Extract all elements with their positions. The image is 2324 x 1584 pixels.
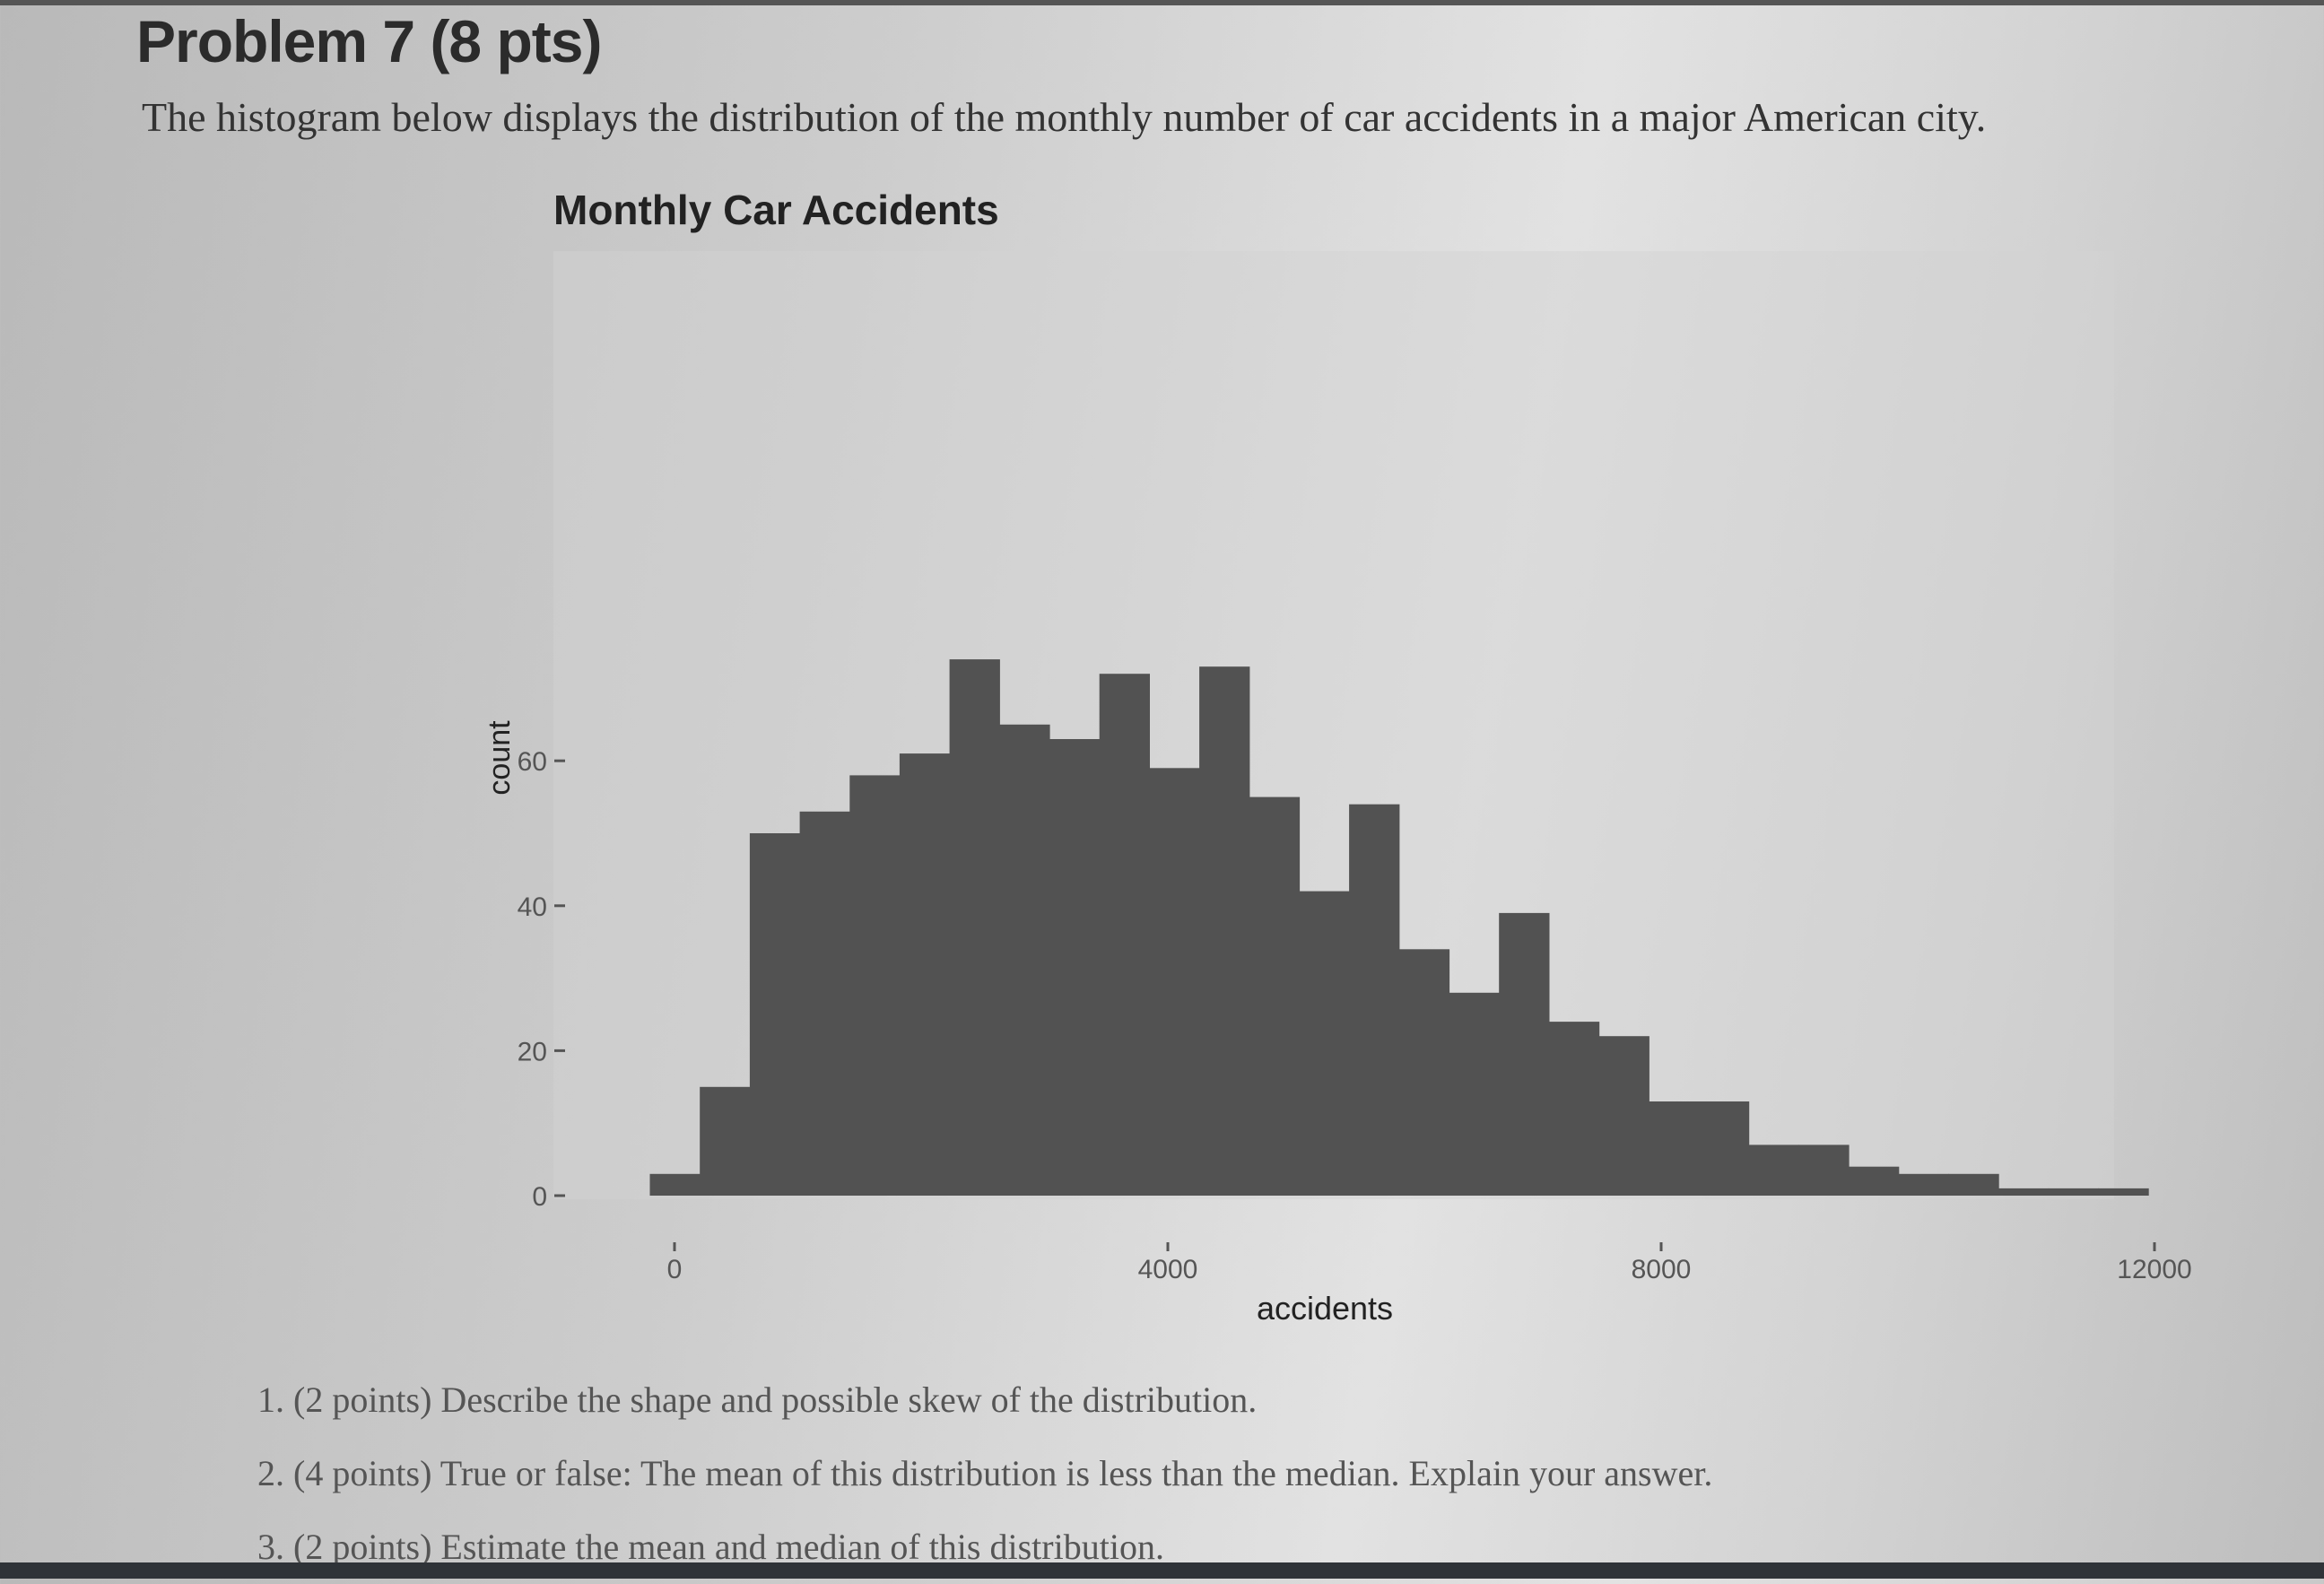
- histogram-bar: [1149, 768, 1200, 1196]
- histogram-bar: [649, 1173, 701, 1196]
- y-tick-label: 0: [532, 1182, 547, 1212]
- histogram-bar: [1099, 674, 1150, 1196]
- histogram-bar: [1049, 739, 1101, 1196]
- question-2: 2. (4 points) True or false: The mean of …: [257, 1437, 1712, 1510]
- histogram-bar: [2048, 1188, 2100, 1196]
- histogram-bar: [1499, 912, 1550, 1196]
- chart-title: Monthly Car Accidents: [553, 187, 999, 233]
- histogram-bar: [1299, 891, 1350, 1196]
- histogram-bar: [1249, 796, 1301, 1196]
- histogram-bar: [1849, 1166, 1900, 1196]
- x-axis-label: accidents: [1257, 1290, 1393, 1327]
- histogram-bar: [1649, 1101, 1700, 1196]
- histogram-bar: [1798, 1144, 1850, 1196]
- question-3: 3. (2 points) Estimate the mean and media…: [257, 1510, 1712, 1584]
- histogram-bar: [849, 775, 901, 1196]
- histogram-bar: [1449, 992, 1500, 1196]
- y-tick-label: 20: [518, 1037, 547, 1066]
- histogram-bar: [999, 724, 1050, 1196]
- histogram-bar: [1548, 1022, 1600, 1196]
- histogram-bar: [799, 811, 850, 1196]
- histogram-bar: [899, 753, 951, 1196]
- question-1: 1. (2 points) Describe the shape and poss…: [257, 1363, 1712, 1437]
- histogram-bar: [1598, 1036, 1649, 1196]
- histogram-bar: [1199, 666, 1250, 1196]
- y-axis-ticks: 0 20 40 60: [518, 747, 565, 1212]
- top-edge: [0, 0, 2324, 5]
- y-axis-label: count: [483, 720, 517, 796]
- question-number: 1.: [257, 1379, 284, 1420]
- histogram-bar: [1748, 1144, 1799, 1196]
- x-tick-label: 8000: [1632, 1255, 1692, 1284]
- question-text: (4 points) True or false: The mean of th…: [293, 1453, 1713, 1493]
- histogram-bar: [1998, 1188, 2050, 1196]
- histogram-bar: [1698, 1101, 1750, 1196]
- histogram-bars: [649, 659, 2149, 1196]
- histogram-bar: [1898, 1173, 1949, 1196]
- histogram-bar: [2098, 1188, 2149, 1196]
- problem-heading: Problem 7 (8 pts): [136, 8, 602, 74]
- histogram-bar: [949, 659, 1000, 1196]
- question-number: 2.: [257, 1453, 284, 1493]
- y-tick-label: 40: [518, 892, 547, 922]
- question-number: 3.: [257, 1527, 284, 1567]
- bottom-edge: [0, 1562, 2324, 1579]
- question-text: (2 points) Describe the shape and possib…: [293, 1379, 1258, 1420]
- histogram-chart: 0 4000 8000 12000 0 20 40 60 accidents count: [483, 251, 2192, 1327]
- histogram-bar: [700, 1086, 751, 1196]
- y-tick-label: 60: [518, 747, 547, 777]
- x-tick-label: 0: [667, 1255, 683, 1284]
- histogram-bar: [1349, 804, 1400, 1196]
- histogram-bar: [749, 833, 801, 1196]
- problem-intro: The histogram below displays the distrib…: [142, 94, 1987, 140]
- question-text: (2 points) Estimate the mean and median …: [293, 1527, 1164, 1567]
- x-axis-ticks: 0 4000 8000 12000: [667, 1242, 2192, 1284]
- histogram-bar: [1948, 1173, 1999, 1196]
- histogram-bar: [1398, 949, 1450, 1196]
- question-list: 1. (2 points) Describe the shape and poss…: [257, 1363, 1712, 1584]
- x-tick-label: 12000: [2117, 1255, 2191, 1284]
- x-tick-label: 4000: [1138, 1255, 1198, 1284]
